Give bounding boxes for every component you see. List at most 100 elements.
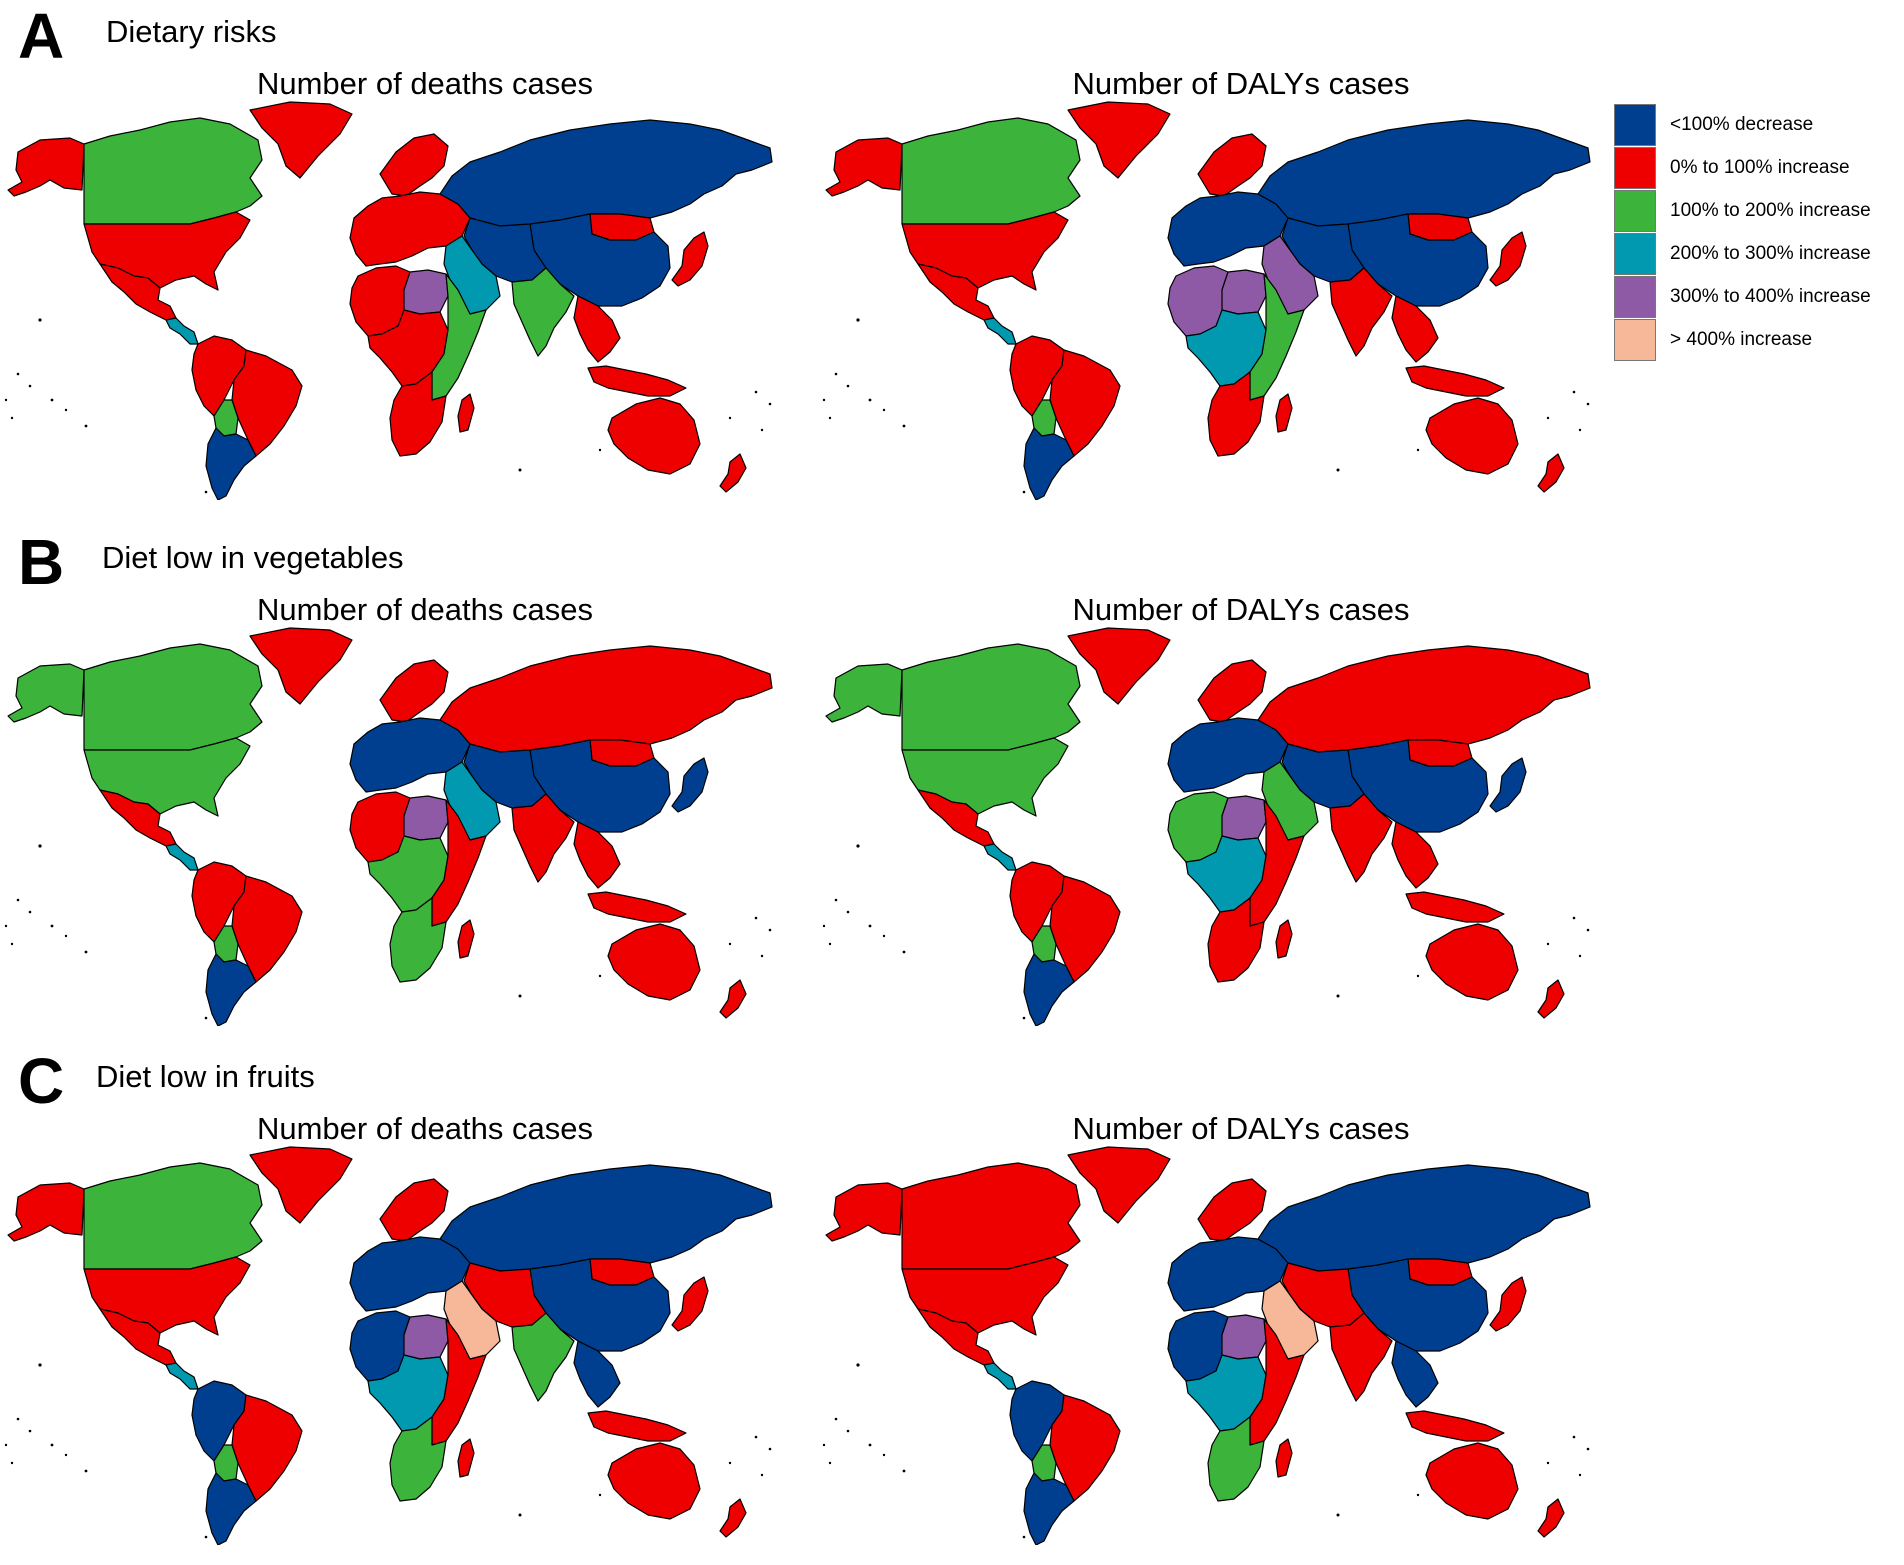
map-title-dalys: Number of DALYs cases	[1072, 1111, 1410, 1146]
legend-swatch	[1614, 104, 1656, 146]
region-southern-africa	[1207, 897, 1265, 983]
region-madagascar	[457, 919, 475, 959]
legend-item: > 400% increase	[1614, 319, 1904, 362]
legend-item: 0% to 100% increase	[1614, 147, 1904, 190]
region-india	[511, 793, 575, 883]
region-brazil	[1049, 1394, 1121, 1502]
region-india	[1329, 1312, 1393, 1402]
region-mexico	[917, 1308, 995, 1366]
island-dots	[822, 844, 1590, 1020]
region-southern-africa	[389, 371, 447, 457]
deaths-world-map	[4, 1146, 773, 1545]
region-greenland	[249, 101, 353, 179]
panel-letter: A	[18, 0, 65, 72]
region-libya	[403, 1314, 449, 1360]
map-title-dalys: Number of DALYs cases	[1072, 66, 1410, 101]
region-libya	[1221, 795, 1267, 841]
legend-label: 0% to 100% increase	[1670, 157, 1850, 178]
legend-label: 100% to 200% increase	[1670, 200, 1871, 221]
region-australia	[607, 397, 701, 475]
region-brazil	[231, 875, 303, 983]
map-title-deaths: Number of deaths cases	[256, 66, 593, 101]
region-southeast-asia	[573, 295, 621, 363]
region-greenland	[1067, 101, 1171, 179]
region-australia	[1425, 397, 1519, 475]
dalys-world-map	[822, 627, 1591, 1026]
legend-label: 200% to 300% increase	[1670, 243, 1871, 264]
legend-swatch	[1614, 147, 1656, 189]
region-australia	[607, 923, 701, 1001]
panel-b: B Diet low in vegetables Number of death…	[0, 526, 1904, 1046]
region-brazil	[1049, 349, 1121, 457]
region-russia	[439, 645, 773, 753]
region-australia	[1425, 1442, 1519, 1520]
region-east-africa	[431, 273, 487, 401]
region-scandinavia	[1197, 659, 1267, 723]
region-libya	[1221, 1314, 1267, 1360]
region-new-zealand	[719, 1498, 747, 1538]
panel-letter: B	[18, 526, 65, 598]
region-russia	[1257, 1164, 1591, 1272]
region-japan	[1489, 231, 1527, 287]
island-dots	[4, 1363, 772, 1539]
region-central-america	[165, 843, 199, 871]
region-alaska	[7, 663, 85, 723]
region-japan	[1489, 757, 1527, 813]
deaths-world-map	[4, 627, 773, 1026]
region-mexico	[917, 263, 995, 321]
legend-item: 300% to 400% increase	[1614, 276, 1904, 319]
region-indonesia	[587, 891, 687, 923]
legend-item: 200% to 300% increase	[1614, 233, 1904, 276]
region-greenland	[249, 627, 353, 705]
legend-label: <100% decrease	[1670, 114, 1814, 135]
region-canada	[83, 643, 263, 751]
panel-title: Diet low in fruits	[96, 1059, 315, 1094]
panel-c: C Diet low in fruits Number of deaths ca…	[0, 1045, 1904, 1565]
region-indonesia	[1405, 365, 1505, 397]
region-central-america	[165, 317, 199, 345]
region-east-africa	[1249, 799, 1305, 927]
region-madagascar	[457, 1438, 475, 1478]
region-new-zealand	[1537, 979, 1565, 1019]
region-central-america	[983, 317, 1017, 345]
region-southern-africa	[389, 897, 447, 983]
region-mexico	[99, 789, 177, 847]
region-southeast-asia	[573, 821, 621, 889]
region-central-america	[165, 1362, 199, 1390]
region-madagascar	[457, 393, 475, 433]
region-libya	[1221, 269, 1267, 315]
region-alaska	[7, 137, 85, 197]
legend-swatch	[1614, 233, 1656, 275]
deaths-world-map	[4, 101, 773, 500]
region-australia	[607, 1442, 701, 1520]
region-scandinavia	[1197, 133, 1267, 197]
region-east-africa	[1249, 273, 1305, 401]
island-dots	[822, 318, 1590, 494]
region-canada	[901, 643, 1081, 751]
region-alaska	[825, 663, 903, 723]
region-greenland	[1067, 627, 1171, 705]
region-central-america	[983, 843, 1017, 871]
region-southeast-asia	[1391, 1340, 1439, 1408]
region-scandinavia	[379, 133, 449, 197]
region-indonesia	[587, 365, 687, 397]
region-japan	[671, 231, 709, 287]
region-canada	[83, 117, 263, 225]
region-alaska	[825, 1182, 903, 1242]
region-madagascar	[1275, 393, 1293, 433]
region-southern-cone	[1023, 1472, 1075, 1545]
region-india	[511, 267, 575, 357]
region-new-zealand	[719, 453, 747, 493]
region-east-africa	[431, 799, 487, 927]
legend-swatch	[1614, 319, 1656, 361]
region-southeast-asia	[573, 1340, 621, 1408]
region-scandinavia	[379, 659, 449, 723]
region-central-america	[983, 1362, 1017, 1390]
legend-item: <100% decrease	[1614, 104, 1904, 147]
region-east-africa	[431, 1318, 487, 1446]
panel-title: Dietary risks	[106, 14, 277, 49]
map-title-deaths: Number of deaths cases	[256, 592, 593, 627]
region-southern-africa	[389, 1416, 447, 1502]
panel-title: Diet low in vegetables	[102, 540, 404, 575]
region-new-zealand	[719, 979, 747, 1019]
